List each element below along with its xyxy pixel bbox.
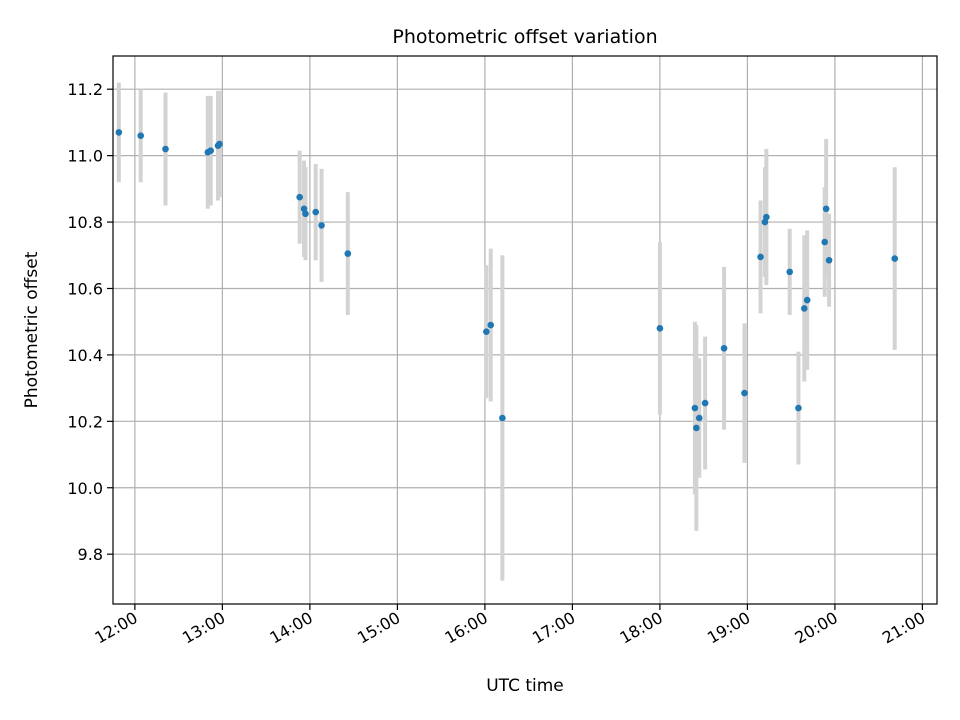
grid xyxy=(113,56,937,604)
data-points xyxy=(115,129,899,432)
x-tick-label: 14:00 xyxy=(266,608,315,648)
data-point xyxy=(691,404,699,412)
data-point xyxy=(786,268,794,276)
data-point xyxy=(720,344,728,352)
data-point xyxy=(300,205,308,213)
data-point xyxy=(499,414,506,422)
y-axis-title: Photometric offset xyxy=(22,251,42,408)
data-point xyxy=(821,238,829,246)
data-point xyxy=(757,253,764,261)
x-tick-label: 19:00 xyxy=(704,608,753,648)
data-point xyxy=(701,399,709,407)
plot-frame xyxy=(112,55,938,605)
data-point xyxy=(216,140,223,148)
y-tick-label: 11.0 xyxy=(67,147,103,166)
y-tick-label: 10.4 xyxy=(67,346,103,365)
data-point xyxy=(318,222,325,229)
y-tick-label: 11.2 xyxy=(67,80,103,99)
data-point xyxy=(302,210,309,218)
data-point xyxy=(763,213,770,221)
y-tick-label: 9.8 xyxy=(78,545,103,564)
y-tick-label: 10.2 xyxy=(67,412,103,431)
x-tick-label: 17:00 xyxy=(529,608,578,648)
data-point xyxy=(800,305,808,312)
data-point xyxy=(312,208,320,216)
data-point xyxy=(115,129,123,136)
data-point xyxy=(822,205,830,213)
data-point xyxy=(137,132,145,140)
data-point xyxy=(483,328,490,335)
data-point xyxy=(795,404,802,412)
data-point xyxy=(656,325,664,332)
data-point xyxy=(891,255,899,262)
x-axis-title: UTC time xyxy=(486,676,564,696)
data-point xyxy=(296,193,303,201)
data-point xyxy=(162,145,169,153)
x-axis-ticks: 12:00 13:00 14:00 15:00 16:00 17:00 18:00 19:00… xyxy=(91,604,928,648)
data-point xyxy=(693,424,700,432)
data-point xyxy=(803,296,811,304)
x-tick-label: 18:00 xyxy=(616,608,665,648)
data-point xyxy=(825,256,833,264)
x-tick-label: 13:00 xyxy=(179,608,228,648)
chart-title: Photometric offset variation xyxy=(392,26,657,48)
x-tick-label: 20:00 xyxy=(791,608,840,648)
data-point xyxy=(761,218,769,226)
x-tick-label: 21:00 xyxy=(879,608,928,648)
data-point xyxy=(207,147,215,154)
data-point xyxy=(344,250,352,257)
x-tick-label: 16:00 xyxy=(441,608,490,648)
error-bars xyxy=(116,82,897,581)
data-point xyxy=(741,389,748,397)
x-tick-label: 15:00 xyxy=(354,608,403,648)
y-tick-label: 10.8 xyxy=(67,213,103,232)
data-point xyxy=(487,321,495,329)
data-point xyxy=(695,414,703,422)
y-axis-ticks: 9.8 10.0 10.2 10.4 10.6 10.8 11.0 11.2 xyxy=(67,80,113,564)
y-tick-label: 10.0 xyxy=(67,479,103,498)
x-tick-label: 12:00 xyxy=(91,608,140,648)
y-tick-label: 10.6 xyxy=(67,279,103,298)
